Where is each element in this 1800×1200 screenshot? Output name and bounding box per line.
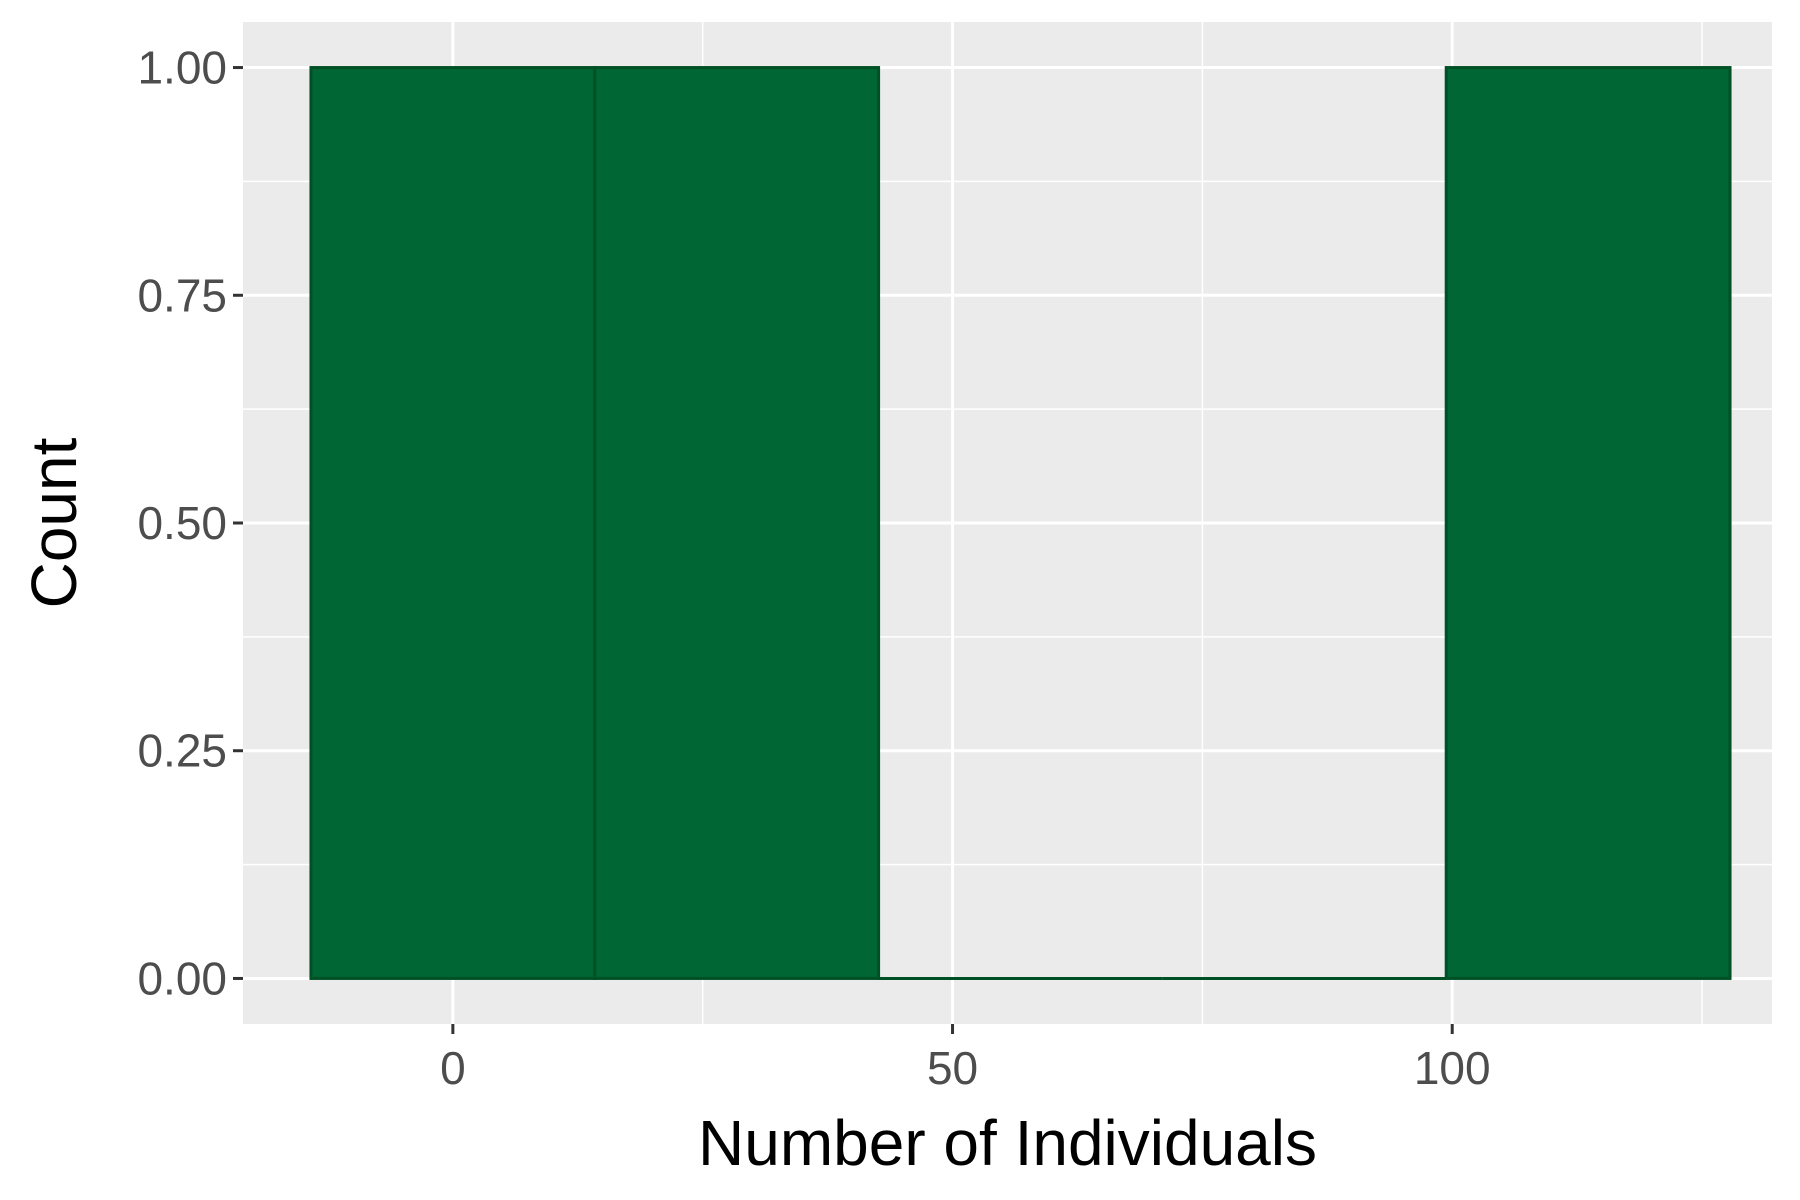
- histogram-bar: [593, 66, 881, 980]
- axes: 0.00 0.25 0.50 0.75 1.00 0 50 100: [137, 42, 1490, 1094]
- histogram-bar: [1444, 66, 1732, 980]
- y-tick-label: 1.00: [137, 42, 227, 94]
- y-tick-label: 0.75: [137, 269, 227, 321]
- x-tick-label: 0: [440, 1042, 466, 1094]
- y-tick-label: 0.25: [137, 725, 227, 777]
- histogram-bar: [309, 66, 597, 980]
- histogram-bars: [309, 66, 1732, 980]
- y-tick-label: 0.00: [137, 952, 227, 1004]
- x-axis-title: Number of Individuals: [698, 1107, 1317, 1179]
- y-axis-title: Count: [18, 437, 90, 608]
- x-tick-label: 100: [1414, 1042, 1491, 1094]
- y-tick-label: 0.50: [137, 497, 227, 549]
- x-tick-label: 50: [927, 1042, 978, 1094]
